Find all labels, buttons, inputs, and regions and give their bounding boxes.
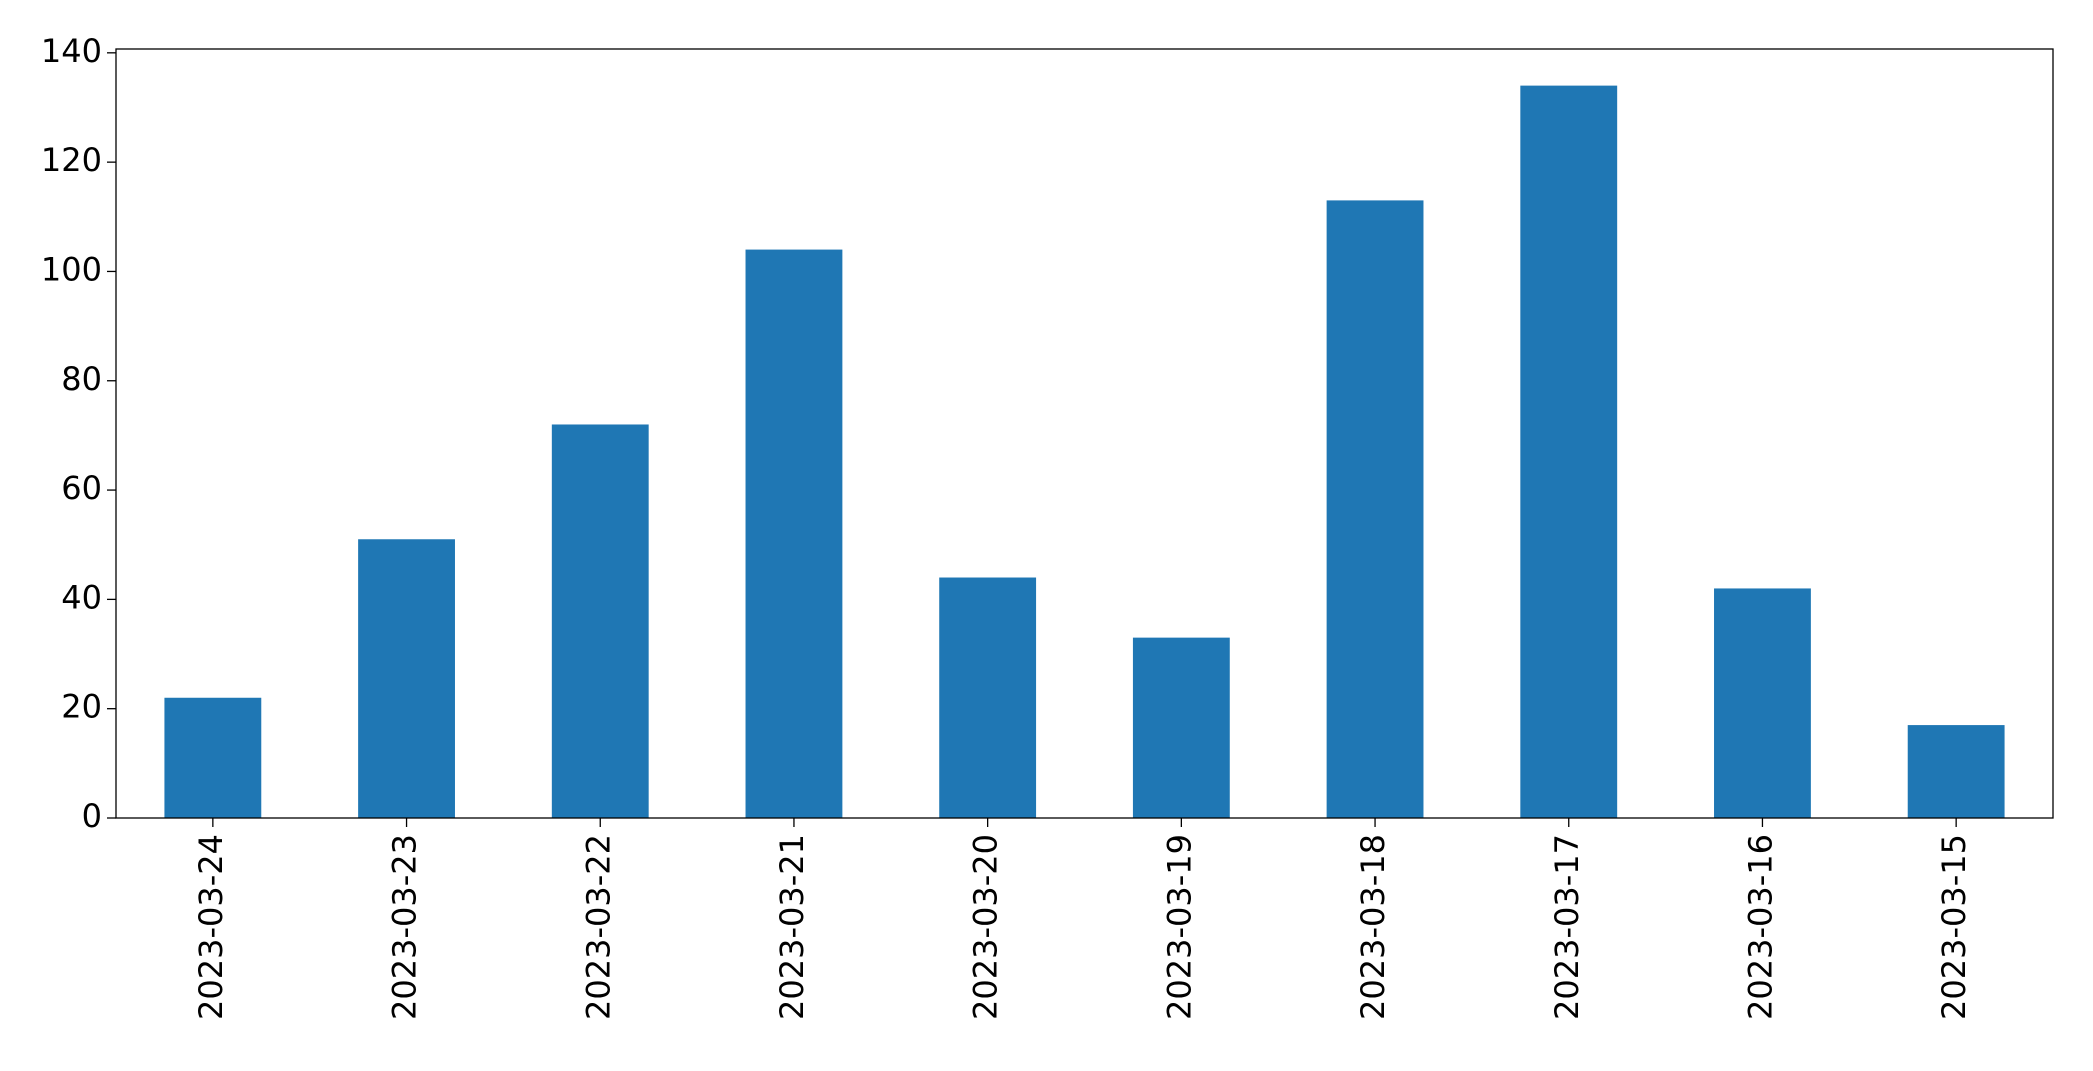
x-tick-label: 2023-03-16 bbox=[1741, 834, 1779, 1020]
bar bbox=[939, 577, 1037, 818]
x-tick-label: 2023-03-22 bbox=[579, 834, 617, 1020]
y-tick-label: 100 bbox=[41, 250, 102, 288]
y-tick-label: 120 bbox=[41, 141, 102, 179]
bar bbox=[551, 424, 649, 818]
y-tick-label: 20 bbox=[61, 688, 102, 726]
bar bbox=[745, 249, 843, 818]
y-tick-label: 80 bbox=[61, 360, 102, 398]
x-tick-label: 2023-03-15 bbox=[1935, 834, 1973, 1020]
bar bbox=[1714, 588, 1811, 818]
y-tick-label: 60 bbox=[61, 469, 102, 507]
bar bbox=[164, 697, 262, 818]
x-tick-label: 2023-03-17 bbox=[1548, 834, 1586, 1020]
x-tick-label: 2023-03-23 bbox=[386, 834, 424, 1020]
bar bbox=[358, 539, 455, 818]
x-tick-label: 2023-03-18 bbox=[1354, 834, 1392, 1020]
plot-frame bbox=[115, 48, 2054, 819]
x-tick-label: 2023-03-21 bbox=[773, 834, 811, 1020]
bar bbox=[1132, 637, 1230, 818]
bar bbox=[1326, 200, 1424, 819]
x-tick-label: 2023-03-19 bbox=[1160, 834, 1198, 1020]
x-tick-label: 2023-03-20 bbox=[967, 834, 1005, 1020]
y-tick-label: 0 bbox=[82, 797, 102, 835]
x-tick-label: 2023-03-24 bbox=[192, 834, 230, 1020]
y-tick-label: 40 bbox=[61, 578, 102, 616]
bar bbox=[1520, 85, 1618, 819]
y-tick-label: 140 bbox=[41, 32, 102, 70]
bar bbox=[1907, 725, 2005, 818]
